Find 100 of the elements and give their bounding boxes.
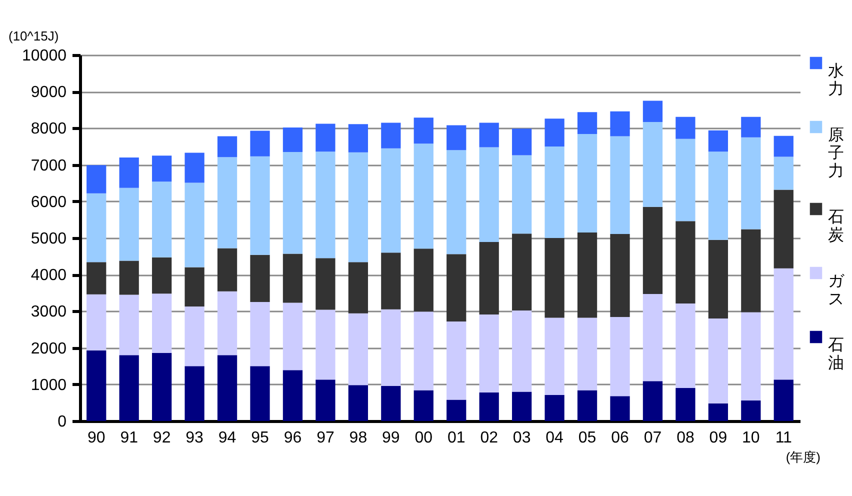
bar <box>479 314 499 392</box>
bar <box>446 400 466 421</box>
bar <box>610 317 630 396</box>
bar <box>282 370 303 421</box>
bar <box>741 229 761 312</box>
bar <box>479 392 499 421</box>
bar <box>152 352 172 421</box>
bar <box>184 366 204 421</box>
bar <box>184 152 204 183</box>
bar <box>544 318 564 396</box>
bar <box>414 390 434 421</box>
bar <box>446 150 466 254</box>
y-tick-label: 2000 <box>30 340 67 358</box>
bar <box>316 380 336 421</box>
bar <box>316 152 336 258</box>
bar <box>86 262 106 294</box>
bar <box>152 156 172 182</box>
bar <box>316 310 336 380</box>
bar <box>708 130 728 152</box>
x-tick-label: 06 <box>611 430 629 446</box>
bar <box>282 127 303 152</box>
bar <box>414 312 434 390</box>
x-tick-label: 05 <box>578 430 596 446</box>
x-tick-label: 11 <box>775 430 792 446</box>
bar <box>642 100 663 122</box>
bar <box>217 157 238 248</box>
bar <box>446 321 466 400</box>
y-tick-label: 3000 <box>30 304 67 321</box>
bar <box>348 152 368 262</box>
x-axis-title: (年度) <box>786 450 820 464</box>
bar <box>119 188 139 261</box>
bar <box>184 267 204 306</box>
legend-label: 水力 <box>828 62 844 98</box>
bar <box>577 112 598 134</box>
bar <box>119 294 139 356</box>
x-tick-label: 02 <box>480 430 498 446</box>
bar <box>184 182 204 268</box>
bar <box>184 306 204 366</box>
bar <box>610 136 630 234</box>
bar <box>676 138 696 222</box>
bar <box>774 380 794 421</box>
bar <box>642 381 663 421</box>
bar <box>708 318 728 404</box>
bar <box>414 144 434 249</box>
x-tick-label: 95 <box>251 430 269 446</box>
bar <box>217 355 238 421</box>
bar <box>250 156 270 255</box>
bar <box>316 124 336 152</box>
bar <box>86 193 106 262</box>
y-tick-label: 1000 <box>30 376 67 394</box>
x-tick-label: 03 <box>512 430 531 446</box>
bar <box>774 268 794 380</box>
bar <box>741 116 761 138</box>
y-tick-label: 9000 <box>30 84 67 102</box>
y-tick-label: 0 <box>58 414 67 430</box>
bar <box>152 257 172 294</box>
x-tick-label: 90 <box>87 430 106 446</box>
x-tick-label: 04 <box>546 430 564 446</box>
bar <box>676 304 696 388</box>
bar <box>741 400 761 421</box>
bar <box>544 146 564 238</box>
bar <box>348 124 368 152</box>
legend-label: 石油 <box>828 337 844 372</box>
bar <box>642 122 663 207</box>
bar <box>642 294 663 382</box>
x-tick-label: 10 <box>742 430 760 446</box>
bar <box>250 254 270 302</box>
bar <box>282 254 303 303</box>
y-tick-label: 10000 <box>22 48 67 64</box>
y-axis-title: (10^15J) <box>8 28 59 44</box>
bar <box>86 165 106 194</box>
y-tick-label: 5000 <box>30 230 67 248</box>
bar <box>348 262 368 314</box>
bar <box>381 252 401 310</box>
bar <box>479 122 499 148</box>
bar <box>676 388 696 421</box>
bar <box>512 234 532 310</box>
bar <box>479 242 499 314</box>
x-tick-label: 96 <box>284 430 302 446</box>
bar <box>676 221 696 304</box>
bar <box>577 134 598 233</box>
bar <box>512 310 532 392</box>
bar <box>381 148 401 253</box>
legend-label: ガス <box>828 273 845 308</box>
bar <box>577 390 598 421</box>
bar <box>708 152 728 240</box>
bar <box>610 396 630 421</box>
y-tick-label: 4000 <box>30 267 67 284</box>
bar <box>512 155 532 234</box>
bar <box>512 392 532 421</box>
bar <box>544 118 564 146</box>
x-tick-label: 98 <box>349 430 368 446</box>
bar <box>479 147 499 242</box>
bar <box>217 136 238 158</box>
bar <box>642 206 663 294</box>
x-tick-label: 91 <box>120 430 138 446</box>
bar <box>446 125 466 150</box>
bar <box>316 258 336 310</box>
bar <box>741 312 761 401</box>
bar <box>708 403 728 421</box>
